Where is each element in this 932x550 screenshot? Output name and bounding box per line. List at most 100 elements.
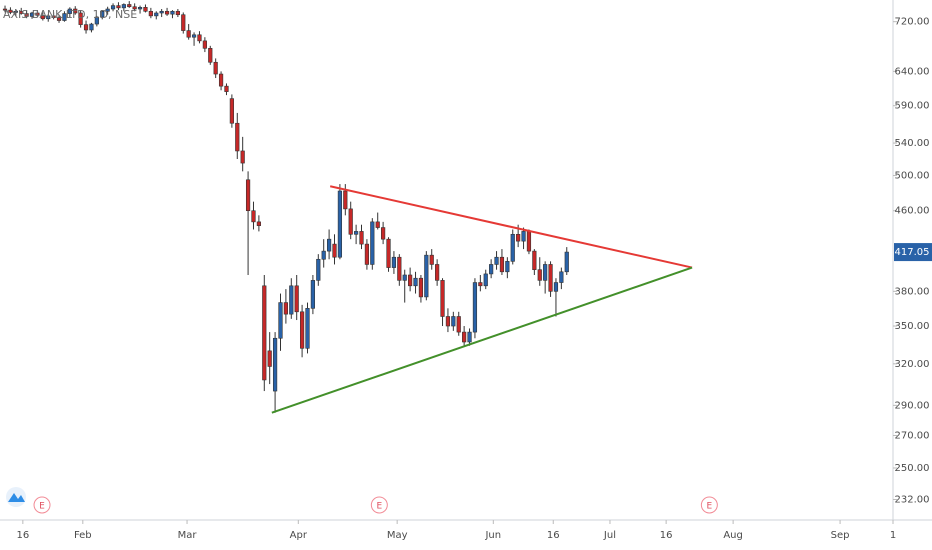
candle-body <box>478 282 483 287</box>
candle-body <box>240 150 245 164</box>
candle-body <box>89 23 94 31</box>
y-tick-label: 720.00 <box>895 17 930 28</box>
event-marker <box>700 496 718 514</box>
candle-body <box>235 122 240 152</box>
candle-body <box>456 316 461 333</box>
candle-body <box>278 302 283 339</box>
candle-body <box>78 12 83 25</box>
candle-body <box>564 251 569 273</box>
candle-body <box>159 10 164 14</box>
candle-body <box>332 243 337 258</box>
candle-body <box>35 12 40 16</box>
y-tick-label: 320.00 <box>895 359 930 370</box>
candle-body <box>327 238 332 252</box>
candle-body <box>110 5 116 10</box>
candle-body <box>467 331 472 343</box>
event-label: E <box>376 502 382 512</box>
x-tick-label: 16 <box>660 530 673 541</box>
y-tick-label: 290.00 <box>895 400 930 411</box>
candle-body <box>67 8 72 14</box>
candle-body <box>224 85 229 92</box>
candle-body <box>305 308 310 349</box>
candle-body <box>2 8 8 11</box>
candle-body <box>499 256 505 273</box>
candle-body <box>348 208 353 235</box>
trendline <box>329 185 693 269</box>
price-axis-panel <box>893 0 932 550</box>
event-marker <box>370 496 388 514</box>
candle-body <box>283 302 288 315</box>
last-price-tag <box>894 243 932 262</box>
candle-body <box>386 238 391 268</box>
y-tick-label: 590.00 <box>895 101 930 112</box>
x-tick-label: Sep <box>831 530 850 541</box>
candle-body <box>526 231 532 252</box>
candle-body <box>132 6 137 10</box>
candle-body <box>505 261 510 273</box>
last-price-label: 417.05 <box>895 247 930 258</box>
candle-body <box>510 233 515 262</box>
candle-body <box>343 190 348 210</box>
candle-body <box>462 331 467 343</box>
candle-body <box>116 5 121 9</box>
candle-body <box>100 10 105 18</box>
candle-body <box>191 34 197 38</box>
x-tick-label: Mar <box>178 530 198 541</box>
candle-body <box>170 10 175 15</box>
y-tick-label: 540.00 <box>895 138 930 149</box>
candle-body <box>218 73 224 87</box>
candle-body <box>429 254 434 265</box>
y-tick-label: 250.00 <box>895 463 930 474</box>
chart-title: AXIS BANK LTD, 1D, NSE <box>3 8 137 21</box>
candle-body <box>29 12 35 17</box>
candle-body <box>127 4 132 8</box>
candle-body <box>262 285 267 381</box>
candle-body <box>472 282 478 333</box>
event-marker <box>33 496 51 514</box>
candle-body <box>391 256 397 268</box>
event-label: E <box>39 502 45 512</box>
candle-body <box>354 231 359 235</box>
candle-body <box>532 250 537 270</box>
candle-body <box>364 243 370 265</box>
logo <box>6 487 26 507</box>
candle-body <box>370 221 375 265</box>
candle-body <box>164 10 170 15</box>
x-tick-label: 16 <box>16 530 29 541</box>
candle-body <box>451 316 456 327</box>
candle-body <box>294 285 299 313</box>
candle-body <box>208 48 213 63</box>
candle-body <box>245 179 251 212</box>
y-tick-label: 460.00 <box>895 206 930 217</box>
candle-body <box>397 256 402 281</box>
candle-body <box>548 264 553 292</box>
candle-body <box>213 61 218 75</box>
candle-body <box>51 15 56 18</box>
x-tick-label: 16 <box>547 530 560 541</box>
x-tick-label: Apr <box>290 530 308 541</box>
candle-body <box>137 6 143 10</box>
candle-body <box>181 14 186 31</box>
candle-body <box>424 254 429 298</box>
candle-body <box>8 9 13 13</box>
candle-body <box>143 6 148 12</box>
candle-body <box>489 264 494 275</box>
candle-body <box>267 350 272 367</box>
y-tick-label: 380.00 <box>895 286 930 297</box>
candle-body <box>73 8 78 14</box>
x-tick-label: 1 <box>890 530 896 541</box>
candle-body <box>289 285 294 315</box>
candle-body <box>516 233 521 242</box>
y-tick-label: 500.00 <box>895 171 930 182</box>
candle-body <box>337 190 343 258</box>
candle-body <box>553 282 559 292</box>
candle-body <box>359 231 364 245</box>
candle-body <box>83 24 89 31</box>
candle-body <box>521 231 526 242</box>
candle-body <box>202 40 207 49</box>
candle-body <box>494 256 499 265</box>
x-tick-label: Jun <box>484 530 501 541</box>
candle-body <box>62 13 67 21</box>
